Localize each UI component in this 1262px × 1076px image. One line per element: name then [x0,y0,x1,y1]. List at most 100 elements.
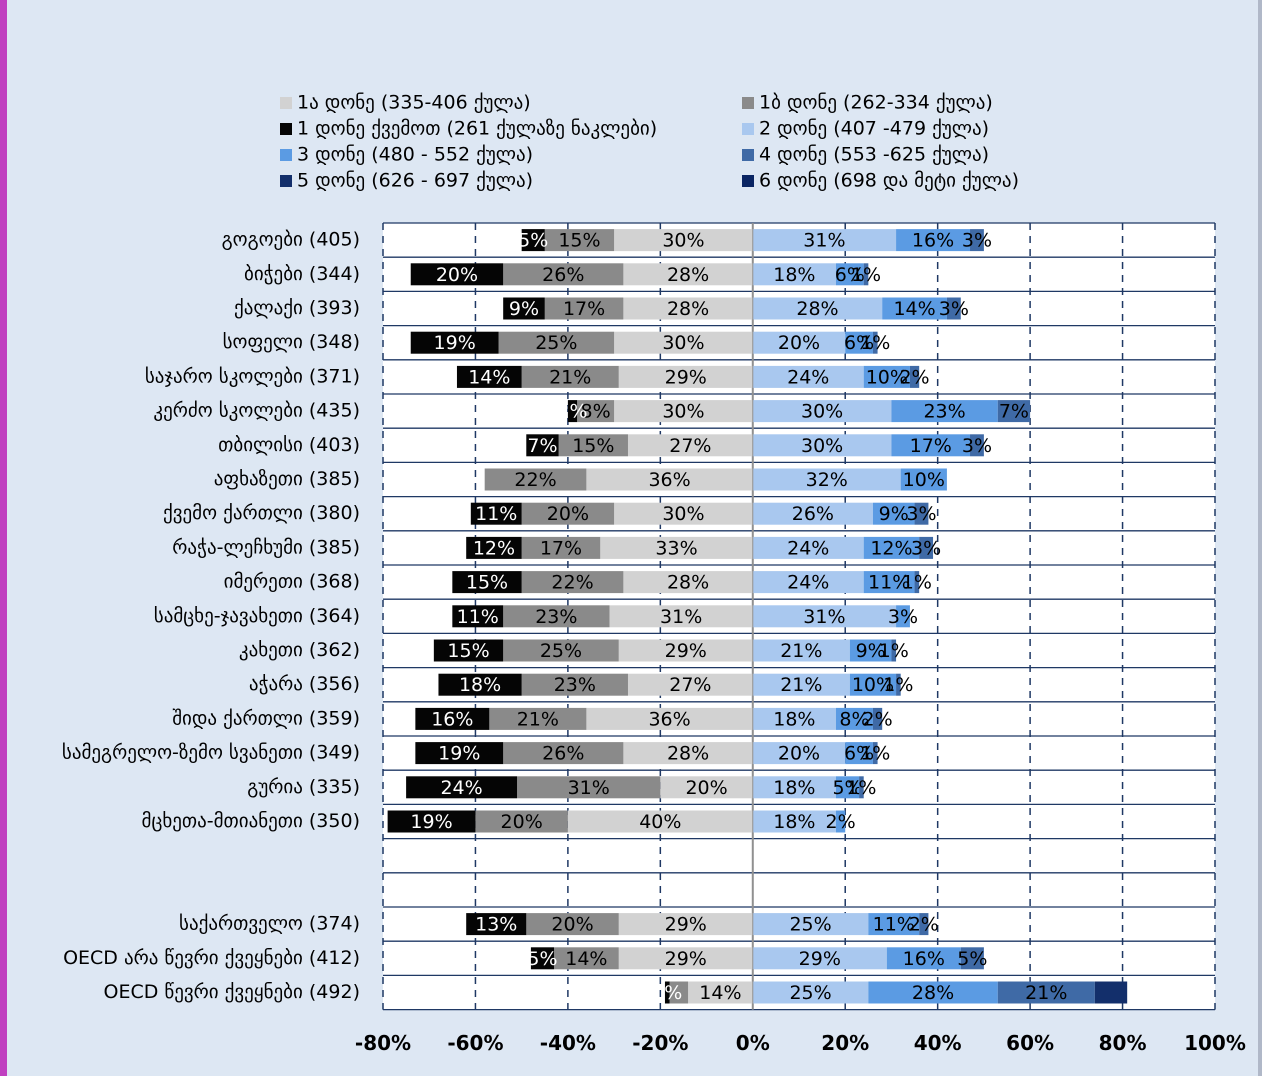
bar-segment [886,947,961,970]
bar-segment [567,400,578,423]
data-label: 29% [665,914,707,936]
category-label: თბილისი (403) [218,434,360,456]
bar-segment [752,536,864,559]
data-label: 28% [667,264,709,286]
legend-swatch [280,175,292,187]
data-label: 7% [999,401,1029,423]
bar-segment [752,297,883,320]
data-label: 10% [903,469,945,491]
bar-segment [503,605,610,628]
bar-segment [498,331,615,354]
bar-segment [900,468,947,491]
bar-segment [521,673,628,696]
data-label: 22% [551,572,593,594]
category-label: საჯარო სკოლები (371) [145,365,360,387]
category-label: სამცხე-ჯავახეთი (364) [154,605,360,627]
bar-segment [627,673,753,696]
legend-swatch [742,149,754,161]
bar-segment [752,468,901,491]
legend-swatch [280,97,292,109]
data-label: 30% [801,435,843,457]
data-label: 22% [514,469,556,491]
category-label: შიდა ქართლი (359) [172,707,360,729]
bar-segment [614,229,753,252]
bar-segment [544,229,615,252]
x-tick-label: -20% [632,1031,688,1055]
bar-segment [970,229,984,252]
bar-segment [489,707,587,730]
data-label: 2% [557,401,587,423]
data-label: 1% [883,674,913,696]
data-label: 3% [906,503,936,525]
category-label: კახეთი (362) [239,639,360,661]
data-label: 30% [662,230,704,252]
data-label: 19% [434,332,476,354]
bar-segment [752,810,836,833]
category-label: გოგოები (405) [222,229,360,251]
bar-segment [614,331,753,354]
bar-segment [752,981,869,1004]
data-label: 26% [542,743,584,765]
data-label: 17% [563,298,605,320]
bar-segment [526,434,559,457]
data-label: 10% [852,674,894,696]
data-label: 27% [669,435,711,457]
bar-segment [752,331,846,354]
bar-segment [872,742,878,765]
x-tick-label: -80% [355,1031,411,1055]
bar-segment [752,571,864,594]
bar-segment [484,468,587,491]
category-label: სოფელი (348) [223,331,360,353]
data-label: 18% [773,264,815,286]
data-label: 16% [431,708,473,730]
bar-segment [466,913,527,936]
right-border [1258,0,1262,1076]
bar-segment [752,742,846,765]
data-label: 1% [860,743,890,765]
data-label: 2% [909,914,939,936]
bar-segment [752,947,887,970]
bar-segment [752,365,864,388]
data-label: 21% [1025,982,1067,1004]
data-label: 1% [846,777,876,799]
bar-segment [521,571,624,594]
data-label: 2% [826,811,856,833]
bar-segment [909,365,920,388]
bar-segment [627,434,753,457]
data-label: 24% [440,777,482,799]
x-tick-label: 80% [1099,1031,1147,1055]
bar-segment [752,434,892,457]
bar-segment [614,400,753,423]
bar-segment [586,707,753,730]
data-label: 20% [778,332,820,354]
bar-segment [618,947,753,970]
bar-segment [868,981,998,1004]
data-label: 11% [457,606,499,628]
bar-segment [752,673,850,696]
data-label: 10% [866,366,908,388]
legend-swatch [742,123,754,135]
data-label: 19% [410,811,452,833]
legend-label: 5 დონე (626 - 697 ქულა) [297,170,533,192]
bar-segment [521,229,545,252]
bar-segment [882,297,947,320]
data-label: 18% [773,811,815,833]
bar-segment [896,229,971,252]
bar-segment [835,707,873,730]
data-label: 9% [856,640,886,662]
data-label: 25% [789,914,831,936]
legend-label: 1ბ დონე (262-334 ქულა) [759,92,993,114]
data-label: 7% [527,435,557,457]
data-label: 20% [501,811,543,833]
data-label: 14% [893,298,935,320]
bar-segment [558,434,628,457]
bar-segment [835,810,846,833]
data-label: 30% [662,503,704,525]
legend-label: 6 დონე (698 და მეტი ქულა) [759,170,1019,192]
x-tick-label: 60% [1006,1031,1054,1055]
bar-segment [919,913,929,936]
data-label: 12% [473,537,515,559]
data-label: 8% [581,401,611,423]
data-label: 24% [787,572,829,594]
category-label: მცხეთა-მთიანეთი (350) [142,810,360,832]
